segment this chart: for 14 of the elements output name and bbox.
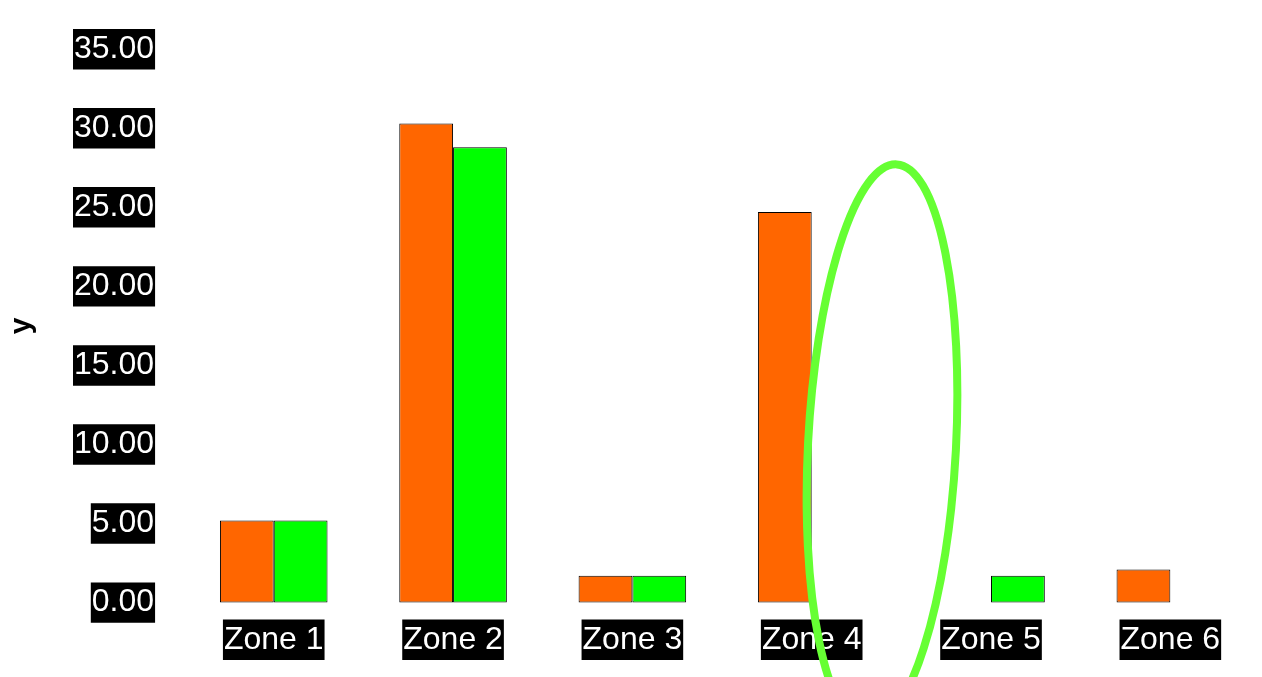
x-tick-label: Zone 2 — [403, 619, 503, 656]
y-tick-label: 30.00 — [74, 108, 155, 145]
y-tick-label: 25.00 — [74, 187, 155, 224]
y-tick-label: 15.00 — [74, 345, 155, 382]
x-tick-label: Zone 6 — [1120, 619, 1221, 656]
y-tick-label: 5.00 — [91, 503, 155, 540]
y-tick-label: 35.00 — [74, 29, 155, 66]
y-tick-label: 10.00 — [74, 424, 155, 461]
y-tick-label: 20.00 — [74, 266, 155, 303]
x-tick-label: Zone 5 — [941, 619, 1041, 656]
x-tick-label: Zone 1 — [223, 619, 324, 656]
y-tick-label: 0.00 — [91, 582, 155, 619]
x-tick-label: Zone 3 — [582, 619, 683, 656]
y-axis-title: y — [3, 317, 37, 335]
